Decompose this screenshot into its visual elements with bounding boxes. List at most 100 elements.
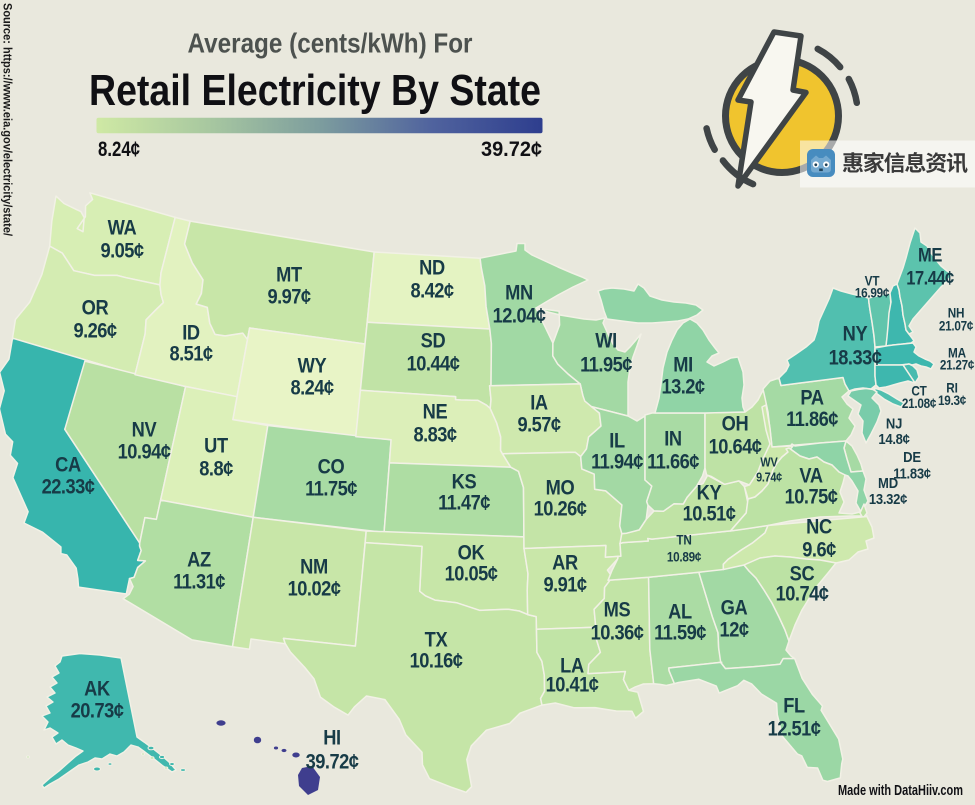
svg-text:NY: NY <box>843 322 868 345</box>
svg-text:13.2¢: 13.2¢ <box>661 375 705 398</box>
svg-text:10.02¢: 10.02¢ <box>288 577 341 600</box>
svg-text:NE: NE <box>423 400 448 423</box>
svg-text:16.99¢: 16.99¢ <box>855 286 890 301</box>
svg-text:NH: NH <box>948 306 965 321</box>
svg-text:21.08¢: 21.08¢ <box>902 396 937 411</box>
svg-text:OR: OR <box>82 296 109 319</box>
svg-text:IN: IN <box>664 427 682 450</box>
svg-text:KY: KY <box>697 481 722 504</box>
svg-text:NV: NV <box>132 418 157 441</box>
svg-text:10.44¢: 10.44¢ <box>407 352 460 375</box>
svg-text:9.26¢: 9.26¢ <box>73 319 117 342</box>
svg-text:IA: IA <box>530 391 548 414</box>
svg-text:17.44¢: 17.44¢ <box>906 267 954 288</box>
svg-text:AR: AR <box>552 551 578 574</box>
svg-text:10.64¢: 10.64¢ <box>709 435 762 458</box>
svg-text:CO: CO <box>318 455 345 478</box>
svg-text:CA: CA <box>55 453 81 476</box>
svg-text:10.05¢: 10.05¢ <box>445 562 498 585</box>
svg-text:PA: PA <box>800 386 823 409</box>
svg-text:9.57¢: 9.57¢ <box>517 413 561 436</box>
svg-text:12¢: 12¢ <box>720 618 749 641</box>
svg-text:ME: ME <box>918 244 943 265</box>
svg-text:MI: MI <box>673 353 693 376</box>
svg-text:VT: VT <box>865 274 880 289</box>
svg-text:VA: VA <box>799 464 822 487</box>
svg-text:MD: MD <box>878 474 898 491</box>
svg-text:MT: MT <box>276 263 302 286</box>
svg-text:8.83¢: 8.83¢ <box>413 423 457 446</box>
svg-text:8.51¢: 8.51¢ <box>169 342 213 365</box>
svg-text:10.16¢: 10.16¢ <box>410 649 463 672</box>
svg-text:HI: HI <box>323 726 341 749</box>
svg-text:21.27¢: 21.27¢ <box>940 358 975 373</box>
svg-text:11.47¢: 11.47¢ <box>438 491 490 514</box>
svg-text:8.24¢: 8.24¢ <box>290 376 334 399</box>
svg-text:10.41¢: 10.41¢ <box>546 673 599 696</box>
svg-text:TX: TX <box>425 628 448 651</box>
svg-text:AK: AK <box>84 677 111 700</box>
svg-text:11.95¢: 11.95¢ <box>580 353 632 376</box>
svg-text:11.31¢: 11.31¢ <box>173 570 225 593</box>
svg-text:10.75¢: 10.75¢ <box>785 485 838 508</box>
svg-text:NJ: NJ <box>886 414 902 431</box>
svg-text:AZ: AZ <box>187 548 211 571</box>
svg-text:11.59¢: 11.59¢ <box>654 621 706 644</box>
svg-text:WA: WA <box>108 216 137 239</box>
svg-text:10.36¢: 10.36¢ <box>591 621 644 644</box>
svg-text:8.8¢: 8.8¢ <box>199 457 233 480</box>
svg-text:LA: LA <box>560 654 584 677</box>
svg-text:13.32¢: 13.32¢ <box>869 490 908 507</box>
svg-text:MO: MO <box>546 476 575 499</box>
svg-text:10.74¢: 10.74¢ <box>776 582 829 605</box>
svg-text:9.05¢: 9.05¢ <box>100 239 144 262</box>
svg-text:9.6¢: 9.6¢ <box>802 538 836 561</box>
svg-text:OH: OH <box>722 412 749 435</box>
svg-text:UT: UT <box>204 434 228 457</box>
svg-text:39.72¢: 39.72¢ <box>306 750 359 773</box>
svg-text:MA: MA <box>948 346 966 361</box>
svg-text:10.94¢: 10.94¢ <box>118 440 171 463</box>
svg-text:KS: KS <box>452 470 477 493</box>
svg-text:RI: RI <box>946 381 957 396</box>
svg-text:11.83¢: 11.83¢ <box>893 464 931 481</box>
svg-text:21.07¢: 21.07¢ <box>939 319 974 334</box>
svg-text:11.86¢: 11.86¢ <box>786 408 838 431</box>
svg-text:9.97¢: 9.97¢ <box>267 285 311 308</box>
svg-text:TN: TN <box>676 533 691 548</box>
svg-text:20.73¢: 20.73¢ <box>71 699 124 722</box>
svg-text:WV: WV <box>760 456 778 470</box>
svg-text:ID: ID <box>182 321 200 344</box>
svg-text:8.42¢: 8.42¢ <box>410 279 454 302</box>
svg-text:WY: WY <box>298 354 327 377</box>
svg-text:SD: SD <box>421 329 446 352</box>
svg-text:11.94¢: 11.94¢ <box>591 450 643 473</box>
svg-text:MS: MS <box>604 598 631 621</box>
svg-text:NC: NC <box>806 515 832 538</box>
svg-text:MN: MN <box>505 281 533 304</box>
svg-text:14.8¢: 14.8¢ <box>878 430 910 447</box>
svg-text:9.74¢: 9.74¢ <box>756 471 783 485</box>
svg-text:NM: NM <box>300 555 328 578</box>
svg-text:18.33¢: 18.33¢ <box>829 346 882 369</box>
svg-text:22.33¢: 22.33¢ <box>42 475 95 498</box>
svg-text:10.51¢: 10.51¢ <box>683 502 736 525</box>
svg-text:DE: DE <box>903 448 921 465</box>
svg-text:WI: WI <box>595 329 617 352</box>
svg-text:ND: ND <box>419 256 445 279</box>
svg-text:AL: AL <box>668 600 692 623</box>
svg-text:9.91¢: 9.91¢ <box>543 573 587 596</box>
svg-text:GA: GA <box>721 596 748 619</box>
svg-text:19.3¢: 19.3¢ <box>938 393 966 408</box>
svg-text:10.89¢: 10.89¢ <box>667 550 702 565</box>
svg-text:10.26¢: 10.26¢ <box>534 497 587 520</box>
svg-text:CT: CT <box>911 384 927 399</box>
svg-text:IL: IL <box>609 429 625 452</box>
svg-text:12.04¢: 12.04¢ <box>493 304 546 327</box>
svg-text:OK: OK <box>458 541 486 564</box>
svg-text:11.75¢: 11.75¢ <box>305 477 357 500</box>
svg-text:11.66¢: 11.66¢ <box>647 450 699 473</box>
svg-text:SC: SC <box>790 562 815 585</box>
svg-text:12.51¢: 12.51¢ <box>768 717 821 740</box>
svg-text:FL: FL <box>783 694 805 717</box>
